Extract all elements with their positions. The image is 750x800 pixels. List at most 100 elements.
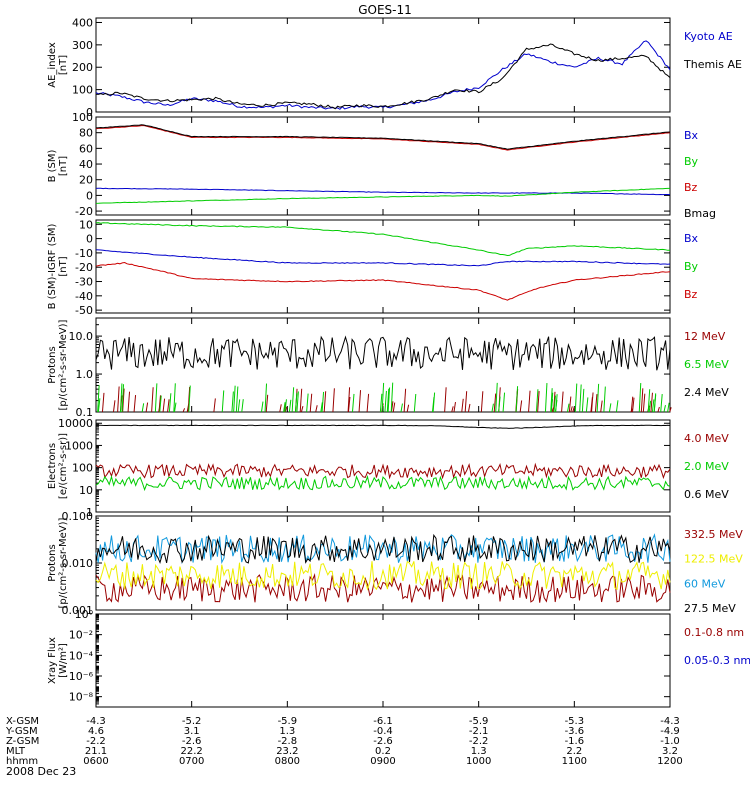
series-spike xyxy=(392,402,396,413)
series-spike xyxy=(630,396,634,413)
ephemeris-value: 1.3 xyxy=(279,726,295,737)
series-spike xyxy=(403,388,407,413)
series-spike xyxy=(519,400,523,413)
panel-protons_low: 0.1 1.0 10.0 Protons [p/(cm²-s-sr-MeV)] 12 Me… xyxy=(47,317,729,419)
ephemeris-value: -5.9 xyxy=(278,716,298,727)
series-line xyxy=(95,40,671,110)
panel-bdiff: -50-40-30 -20-100 10 B (SM)-IGRF (SM) [nT] Bx… xyxy=(47,218,699,317)
series-spike xyxy=(561,391,564,413)
y-tick-label: 10.0 xyxy=(69,330,94,343)
series-line xyxy=(95,124,671,150)
ephemeris-value: 0800 xyxy=(275,756,300,767)
series-spike xyxy=(299,388,303,413)
legend-label: 12 MeV xyxy=(684,330,726,343)
y-tick-label: 10⁻² xyxy=(69,629,93,642)
y-tick-label: 1.0 xyxy=(76,368,94,381)
series-spike xyxy=(647,389,651,413)
series-spike xyxy=(162,398,166,413)
series-spike xyxy=(182,408,186,413)
ephemeris-value: -6.1 xyxy=(373,716,393,727)
series-spike xyxy=(283,402,286,413)
y-tick-label: 0.001 xyxy=(62,604,94,617)
ephemeris-value: -0.4 xyxy=(373,726,393,737)
series-spike xyxy=(464,391,468,413)
series-spike xyxy=(431,397,435,413)
legend-label: Bz xyxy=(684,181,698,194)
y-tick-label: 0 xyxy=(86,106,93,119)
y-axis-title: B (SM) xyxy=(47,149,58,182)
panel-b: -20 0 20 40 60 80 100 B (SM) [nT] Bx By Bz Bmag xyxy=(47,111,716,220)
y-tick-label: -20 xyxy=(75,261,93,274)
series-spike xyxy=(347,387,351,413)
series-spike xyxy=(544,383,548,413)
series-spike xyxy=(515,386,519,413)
legend-label: 0.6 MeV xyxy=(684,488,729,501)
legend-label: 27.5 MeV xyxy=(684,602,736,615)
ephemeris-table: X-GSM -4.3 -5.2 -5.9 -6.1 -5.9 -5.3 -4.3 Y-GSM 4.… xyxy=(5,716,683,767)
legend-label: 4.0 MeV xyxy=(684,432,729,445)
series-spike xyxy=(294,392,298,413)
panel-xray: 10⁻⁸ 10⁻⁶ 10⁻⁴ 10⁻² 10⁰ Xray Flux [W/m²] 0.1-0.… xyxy=(47,608,750,708)
series-spike xyxy=(187,386,191,413)
y-tick-label: 0.010 xyxy=(62,557,94,570)
series-spike xyxy=(154,383,158,413)
ephemeris-value: -2.1 xyxy=(469,726,489,737)
y-tick-label: 0.100 xyxy=(62,510,94,523)
series-spike xyxy=(381,382,385,413)
series-spike xyxy=(213,398,216,413)
series-spike xyxy=(553,395,556,413)
y-axis-title: Xray Flux xyxy=(47,637,58,684)
y-tick-label: 0 xyxy=(86,189,93,202)
series-spike xyxy=(568,396,572,413)
series-spike xyxy=(537,391,540,413)
series-spike xyxy=(233,385,236,413)
panel-electrons: 1 10 100 1000 10000 Electrons [e/(cm²-s-sr)] 4.… xyxy=(47,417,729,519)
series-line xyxy=(95,474,671,492)
series-spike xyxy=(600,400,603,413)
series-spike xyxy=(231,391,234,413)
legend-label: Bz xyxy=(684,288,698,301)
series-line xyxy=(95,335,671,371)
panel-frame xyxy=(95,613,671,708)
series-spike xyxy=(221,390,225,413)
series-spike xyxy=(663,405,666,413)
series-spike xyxy=(594,394,598,413)
y-axis-title: Electrons xyxy=(47,443,58,489)
y-tick-label: 80 xyxy=(79,127,93,140)
y-tick-label: 0 xyxy=(86,233,93,246)
ephemeris-value: 1100 xyxy=(562,756,587,767)
ephemeris-value: 0.2 xyxy=(375,746,391,757)
y-tick-label: 1000 xyxy=(65,439,93,452)
series-spike xyxy=(453,401,456,413)
series-spike xyxy=(168,393,172,413)
series-spike xyxy=(237,399,241,413)
ephemeris-row-label: Z-GSM xyxy=(6,736,39,747)
series-spike xyxy=(585,397,589,413)
series-spike xyxy=(122,388,125,413)
series-spike xyxy=(550,392,554,413)
series-spike xyxy=(615,400,619,413)
panel-frame xyxy=(95,17,671,113)
series-spike xyxy=(651,399,655,413)
legend-label: 60 MeV xyxy=(684,577,726,590)
series-spike xyxy=(347,396,351,413)
ephemeris-value: -1.0 xyxy=(660,736,680,747)
y-tick-label: 20 xyxy=(79,174,93,187)
series-spike xyxy=(657,406,660,413)
series-spike xyxy=(574,383,578,413)
series-spike xyxy=(551,407,554,413)
legend-label: 0.1-0.8 nm xyxy=(684,626,744,639)
ephemeris-value: -4.9 xyxy=(660,726,680,737)
series-spike xyxy=(315,405,318,413)
y-axis-title: Protons xyxy=(47,346,58,383)
series-spike xyxy=(97,398,101,413)
series-spike xyxy=(387,387,391,413)
ephemeris-value: 0900 xyxy=(370,756,395,767)
panel-protons_high: 0.001 0.010 0.100 Protons [p/(cm²-s-sr-MeV)]… xyxy=(47,510,743,617)
legend-label: 2.0 MeV xyxy=(684,460,729,473)
ephemeris-value: 21.1 xyxy=(85,746,107,757)
legend-label: By xyxy=(684,155,699,168)
series-spike xyxy=(284,399,287,413)
y-tick-label: 300 xyxy=(72,39,93,52)
legend-label: 122.5 MeV xyxy=(684,553,743,566)
